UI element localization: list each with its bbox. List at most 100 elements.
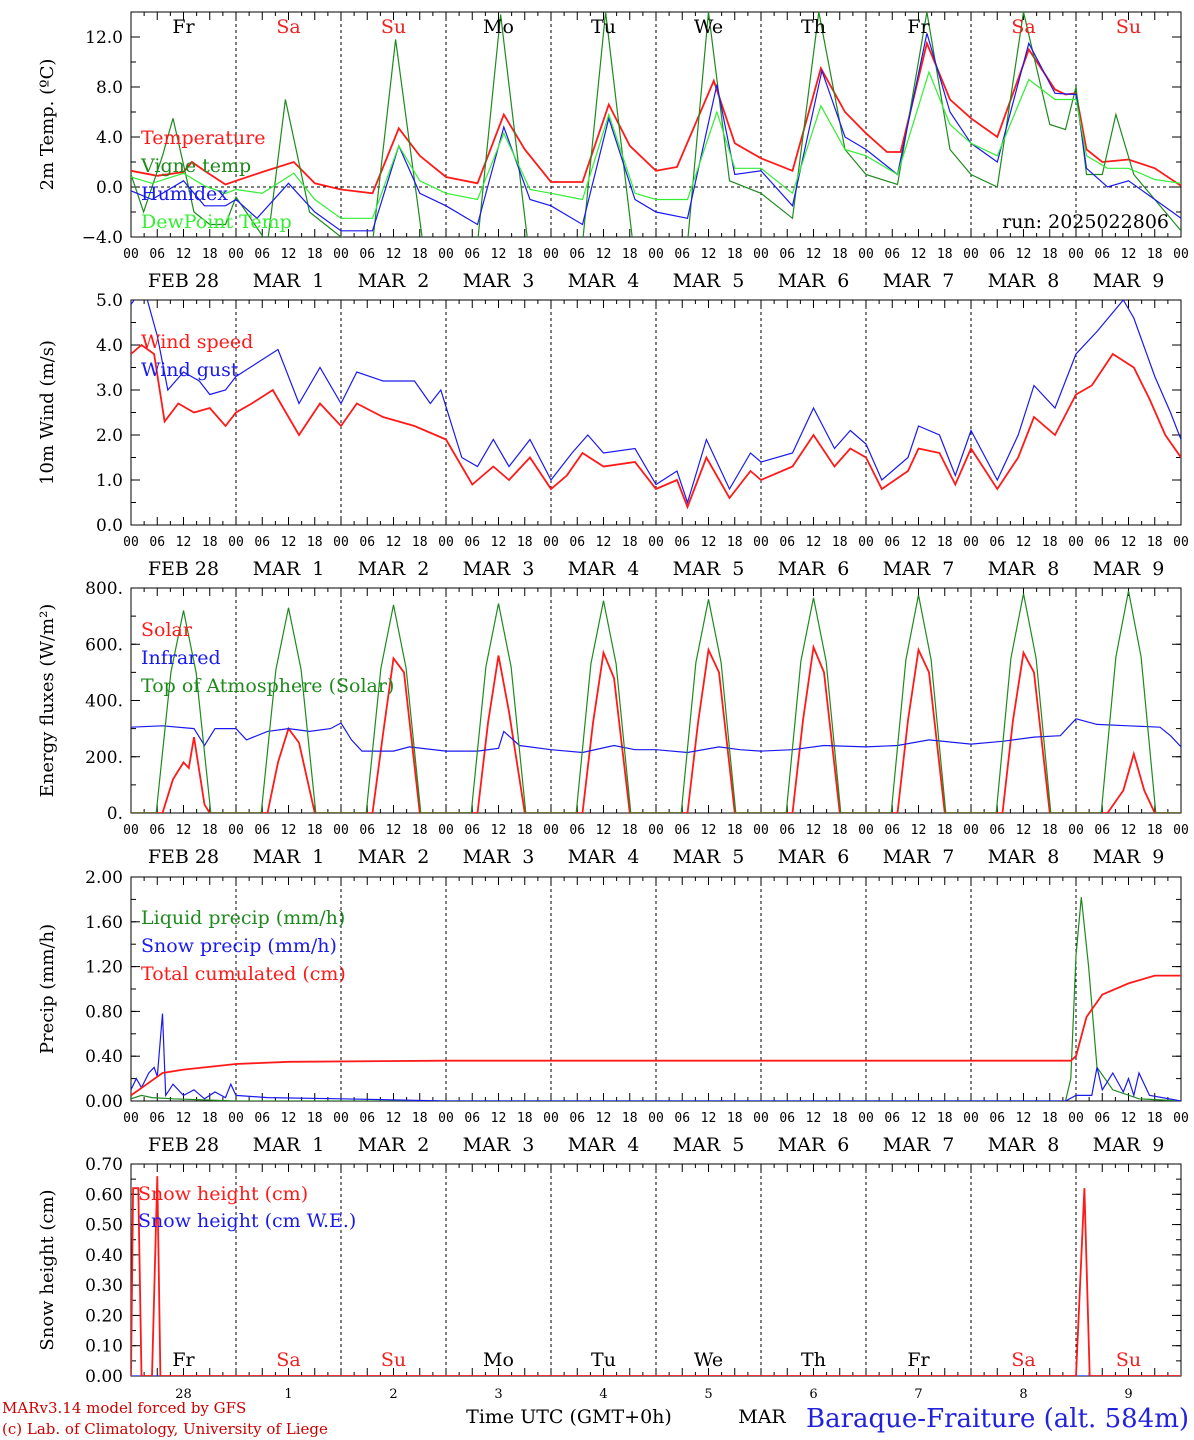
panel-3: 800. 600. 400. 200. 0. Energy fluxes (W/m²) So…	[37, 579, 1189, 868]
hour-tick-label: 18	[832, 247, 848, 262]
date-label: MAR 6	[778, 1134, 850, 1156]
hour-tick-label: 18	[622, 535, 638, 550]
hour-tick-label: 00	[1068, 535, 1084, 550]
hour-tick-label: 18	[937, 1111, 953, 1126]
weekday-label: We	[694, 16, 723, 38]
weekday-label: Fr	[172, 1349, 195, 1371]
x-axis-label: Time UTC (GMT+0h)	[466, 1406, 672, 1428]
hour-tick-label: 00	[858, 535, 874, 550]
hour-tick-label: 18	[622, 247, 638, 262]
date-label: MAR 9	[1093, 846, 1165, 868]
hour-tick-label: 00	[123, 1111, 139, 1126]
hour-tick-label: 06	[254, 823, 270, 838]
hour-tick-label: 12	[806, 1111, 822, 1126]
hour-tick-label: 06	[1094, 823, 1110, 838]
hour-tick-label: 18	[202, 535, 218, 550]
hour-tick-label: 00	[543, 535, 559, 550]
hour-tick-label: 00	[123, 823, 139, 838]
hour-tick-label: 06	[674, 247, 690, 262]
hour-tick-label: 06	[989, 823, 1005, 838]
day-number: 7	[914, 1387, 922, 1402]
hour-tick-label: 12	[176, 247, 192, 262]
hour-tick-label: 18	[727, 823, 743, 838]
hour-tick-label: 12	[386, 247, 402, 262]
hour-tick-label: 12	[491, 1111, 507, 1126]
date-label: MAR 2	[358, 846, 430, 868]
date-label: MAR 3	[463, 558, 535, 580]
date-label: FEB 28	[148, 558, 219, 580]
hour-tick-label: 12	[1121, 535, 1137, 550]
hour-tick-label: 12	[596, 535, 612, 550]
panel-4: 2.00 1.60 1.20 0.80 0.40 0.00 Precip (mm/h) Liq…	[37, 868, 1189, 1156]
hour-tick-label: 06	[464, 1111, 480, 1126]
hour-tick-label: 18	[412, 535, 428, 550]
series-line	[131, 897, 1181, 1101]
hour-tick-label: 06	[779, 535, 795, 550]
legend-entry: Solar	[141, 619, 193, 641]
hour-tick-label: 18	[937, 535, 953, 550]
hour-tick-label: 12	[1121, 823, 1137, 838]
hour-tick-label: 12	[176, 1111, 192, 1126]
hour-tick-label: 18	[202, 247, 218, 262]
day-number: 4	[599, 1387, 607, 1402]
y-tick-label: 0.00	[85, 1092, 123, 1112]
hour-tick-label: 06	[989, 535, 1005, 550]
hour-tick-label: 00	[1173, 823, 1189, 838]
hour-tick-label: 00	[858, 823, 874, 838]
weekday-label: Sa	[276, 16, 300, 38]
weekday-label: Fr	[172, 16, 195, 38]
y-tick-label: 0.60	[85, 1185, 123, 1205]
series-line	[131, 974, 1181, 1097]
date-label: MAR 4	[568, 846, 640, 868]
hour-tick-label: 06	[359, 823, 375, 838]
legend-entry: DewPoint Temp	[141, 211, 292, 233]
hour-tick-label: 18	[307, 247, 323, 262]
weekday-label: Th	[801, 1349, 826, 1371]
y-tick-label: 0.70	[85, 1155, 123, 1175]
hour-tick-label: 00	[753, 535, 769, 550]
hour-tick-label: 06	[674, 1111, 690, 1126]
plot-frame	[130, 11, 1182, 238]
month-label: MAR	[738, 1406, 786, 1428]
legend-entry: Wind speed	[141, 331, 253, 353]
date-label: MAR 6	[778, 270, 850, 292]
hour-tick-label: 18	[832, 535, 848, 550]
hour-tick-label: 00	[648, 247, 664, 262]
date-label: MAR 7	[883, 1134, 955, 1156]
date-label: MAR 5	[673, 270, 745, 292]
hour-tick-label: 12	[491, 247, 507, 262]
hour-tick-label: 12	[806, 247, 822, 262]
hour-tick-label: 06	[464, 247, 480, 262]
hour-tick-label: 00	[963, 535, 979, 550]
hour-tick-label: 12	[596, 1111, 612, 1126]
run-label: run: 2025022806	[1002, 211, 1169, 233]
hour-tick-label: 00	[1068, 823, 1084, 838]
hour-tick-label: 06	[674, 823, 690, 838]
date-label: MAR 9	[1093, 270, 1165, 292]
hour-tick-label: 18	[832, 823, 848, 838]
y-tick-label: 0.00	[85, 1367, 123, 1387]
hour-tick-label: 00	[333, 535, 349, 550]
hour-tick-label: 06	[149, 1111, 165, 1126]
hour-tick-label: 12	[1016, 535, 1032, 550]
hour-tick-label: 00	[648, 1111, 664, 1126]
y-tick-label: 0.80	[85, 1002, 123, 1022]
hour-tick-label: 00	[648, 535, 664, 550]
y-tick-label: 2.0	[96, 426, 123, 446]
hour-tick-label: 06	[359, 535, 375, 550]
y-tick-label: 5.0	[96, 291, 123, 311]
hour-tick-label: 12	[491, 535, 507, 550]
date-label: MAR 3	[463, 846, 535, 868]
y-tick-label: 200.	[85, 748, 123, 768]
hour-tick-label: 12	[1016, 1111, 1032, 1126]
legend-entry: Liquid precip (mm/h)	[141, 907, 345, 929]
hour-tick-label: 00	[1173, 535, 1189, 550]
hour-tick-label: 12	[281, 535, 297, 550]
hour-tick-label: 00	[123, 247, 139, 262]
y-tick-label: 2.00	[85, 868, 123, 888]
day-number: 2	[389, 1387, 397, 1402]
weekday-label: Tu	[591, 1349, 616, 1371]
hour-tick-label: 12	[491, 823, 507, 838]
y-tick-label: 0.40	[85, 1047, 123, 1067]
hour-tick-label: 18	[202, 1111, 218, 1126]
